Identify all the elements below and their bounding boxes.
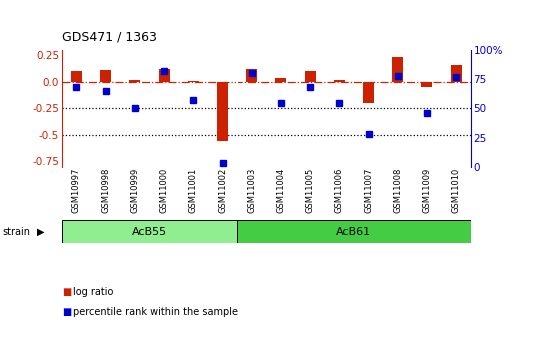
Bar xyxy=(246,69,257,82)
Bar xyxy=(305,71,316,82)
Bar xyxy=(217,82,228,141)
Bar xyxy=(159,69,169,82)
Text: GSM10997: GSM10997 xyxy=(72,168,81,213)
Text: AcB55: AcB55 xyxy=(132,227,167,237)
Text: log ratio: log ratio xyxy=(73,287,113,296)
Bar xyxy=(188,81,199,82)
Text: GSM11003: GSM11003 xyxy=(247,168,256,213)
Text: GSM11008: GSM11008 xyxy=(393,168,402,213)
Bar xyxy=(421,82,433,87)
Text: GSM10999: GSM10999 xyxy=(130,168,139,213)
Bar xyxy=(451,65,462,82)
Text: percentile rank within the sample: percentile rank within the sample xyxy=(73,307,238,317)
Text: GSM11002: GSM11002 xyxy=(218,168,227,213)
Text: GSM10998: GSM10998 xyxy=(101,168,110,213)
Text: GSM11009: GSM11009 xyxy=(422,168,431,213)
Bar xyxy=(237,220,471,243)
Text: ■: ■ xyxy=(62,287,71,296)
Text: AcB61: AcB61 xyxy=(336,227,372,237)
Bar xyxy=(363,82,374,103)
Bar xyxy=(275,78,286,82)
Text: strain: strain xyxy=(3,227,31,237)
Bar xyxy=(334,80,345,82)
Bar xyxy=(129,80,140,82)
Text: GSM11006: GSM11006 xyxy=(335,168,344,213)
Text: GSM11000: GSM11000 xyxy=(160,168,168,213)
Bar xyxy=(71,71,82,82)
Text: ▶: ▶ xyxy=(37,227,44,237)
Text: GSM11007: GSM11007 xyxy=(364,168,373,213)
Bar xyxy=(392,58,404,82)
Text: GDS471 / 1363: GDS471 / 1363 xyxy=(62,30,157,43)
Text: GSM11005: GSM11005 xyxy=(306,168,315,213)
Text: ■: ■ xyxy=(62,307,71,317)
Bar xyxy=(100,70,111,82)
Text: GSM11001: GSM11001 xyxy=(189,168,198,213)
Text: GSM11004: GSM11004 xyxy=(277,168,286,213)
Bar xyxy=(62,220,237,243)
Text: GSM11010: GSM11010 xyxy=(451,168,461,213)
